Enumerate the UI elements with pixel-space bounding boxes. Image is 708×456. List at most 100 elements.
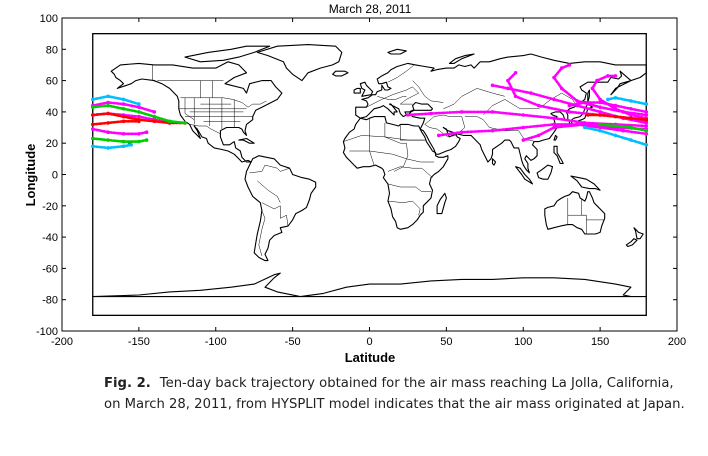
trajectory-point xyxy=(590,86,595,91)
trajectory-track xyxy=(91,100,157,114)
trajectory-point xyxy=(436,133,441,138)
world-coastlines xyxy=(92,44,647,298)
south-asia-borders xyxy=(464,116,536,142)
trajectory-line xyxy=(598,123,648,132)
trajectory-point xyxy=(598,113,602,117)
alaska-canada-border xyxy=(152,64,162,84)
arctic-islands-coastline xyxy=(184,45,271,63)
trajectory-point xyxy=(121,119,126,124)
trajectory-point xyxy=(613,107,618,111)
trajectory-track xyxy=(91,127,149,136)
trajectory-point xyxy=(552,75,556,80)
trajectory-point xyxy=(629,99,633,103)
north-america-coastline xyxy=(110,61,283,163)
trajectory-point xyxy=(644,132,649,136)
novaya-zemlya-coastline xyxy=(448,53,475,64)
trajectory-point xyxy=(598,128,602,133)
trajectory-point xyxy=(183,121,187,125)
trajectory-point xyxy=(506,78,510,83)
new-zealand-south-coastline xyxy=(625,238,638,248)
trajectory-point xyxy=(106,121,110,125)
y-axis-label: Longitude xyxy=(23,144,38,207)
trajectory-point xyxy=(106,94,110,99)
trajectory-point xyxy=(513,94,518,99)
africa-borders-c xyxy=(387,166,433,178)
madagascar-coastline xyxy=(436,192,447,215)
trajectory-point xyxy=(106,146,110,150)
x-tick-label: -100 xyxy=(205,336,227,348)
trajectory-point xyxy=(167,119,172,124)
trajectory-point xyxy=(606,74,610,78)
x-tick-label: 0 xyxy=(366,336,372,348)
trajectory-track xyxy=(91,136,149,144)
africa-coastline xyxy=(342,116,449,230)
map-frame xyxy=(92,33,647,317)
antarctica-coastline xyxy=(92,272,647,298)
trajectory-track xyxy=(583,125,649,147)
trajectory-point xyxy=(106,103,110,108)
trajectory-track xyxy=(91,119,141,127)
trajectory-point xyxy=(644,124,649,128)
trajectory-line xyxy=(606,96,648,106)
figure-caption: Fig. 2. Ten-day back trajectory obtained … xyxy=(104,374,694,415)
africa-borders-e xyxy=(387,200,421,216)
trajectory-track xyxy=(586,113,649,122)
x-tick-label: 200 xyxy=(668,336,686,348)
africa-borders-f xyxy=(384,122,409,172)
trajectory-point xyxy=(536,133,541,138)
europe-asia-coastline xyxy=(355,53,647,174)
trajectory-point xyxy=(121,139,126,144)
trajectory-point xyxy=(137,102,141,106)
russia-border xyxy=(412,80,444,103)
trajectory-point xyxy=(137,139,141,144)
trajectory-line xyxy=(91,94,141,106)
indonesia-coastline xyxy=(515,166,534,185)
britain-coastline xyxy=(359,81,374,97)
trajectory-line xyxy=(590,74,648,120)
trajectory-point xyxy=(552,125,556,130)
trajectory-tracks xyxy=(91,63,649,150)
trajectory-point xyxy=(598,100,602,105)
trajectory-point xyxy=(583,122,587,127)
ireland-coastline xyxy=(353,87,361,94)
trajectory-point xyxy=(536,103,541,108)
new-zealand-coastline xyxy=(633,227,644,240)
trajectory-track xyxy=(91,103,187,125)
trajectory-point xyxy=(644,128,649,133)
trajectory-point xyxy=(521,138,526,142)
africa-borders-b xyxy=(349,150,435,163)
trajectory-point xyxy=(106,138,110,142)
trajectory-line xyxy=(91,120,141,126)
trajectory-map-chart: March 28, 2011 -200 -150 -100 -50 0 50 100 150 2… xyxy=(23,2,686,365)
australia-borders-b xyxy=(581,199,587,234)
trajectory-point xyxy=(137,105,141,109)
cuba-coastline xyxy=(238,137,255,144)
trajectory-point xyxy=(506,86,510,91)
trajectory-point xyxy=(106,130,110,134)
africa-borders-d xyxy=(387,183,431,192)
trajectory-point xyxy=(598,97,602,102)
trajectory-point xyxy=(575,99,579,103)
trajectory-point xyxy=(137,119,141,124)
trajectory-point xyxy=(106,100,110,105)
trajectory-point xyxy=(121,132,126,136)
trajectory-point xyxy=(121,102,126,106)
y-tick-label: -100 xyxy=(36,326,58,338)
us-canada-border xyxy=(180,97,267,108)
trajectory-point xyxy=(121,107,126,111)
trajectory-point xyxy=(595,78,599,83)
trajectory-point xyxy=(567,103,572,108)
trajectory-point xyxy=(598,105,602,109)
trajectory-point xyxy=(137,114,141,119)
trajectory-point xyxy=(521,125,526,130)
y-tick-label: 20 xyxy=(46,138,58,150)
trajectory-point xyxy=(91,105,95,109)
south-america-borders-b xyxy=(257,180,281,203)
trajectory-point xyxy=(621,128,625,133)
y-tick-label: -20 xyxy=(42,201,58,213)
y-tick-label: 80 xyxy=(46,44,58,56)
europe-borders-b xyxy=(377,96,407,100)
us-mexico-border xyxy=(189,124,221,135)
trajectory-point xyxy=(152,114,157,119)
taiwan-coastline xyxy=(553,134,558,141)
